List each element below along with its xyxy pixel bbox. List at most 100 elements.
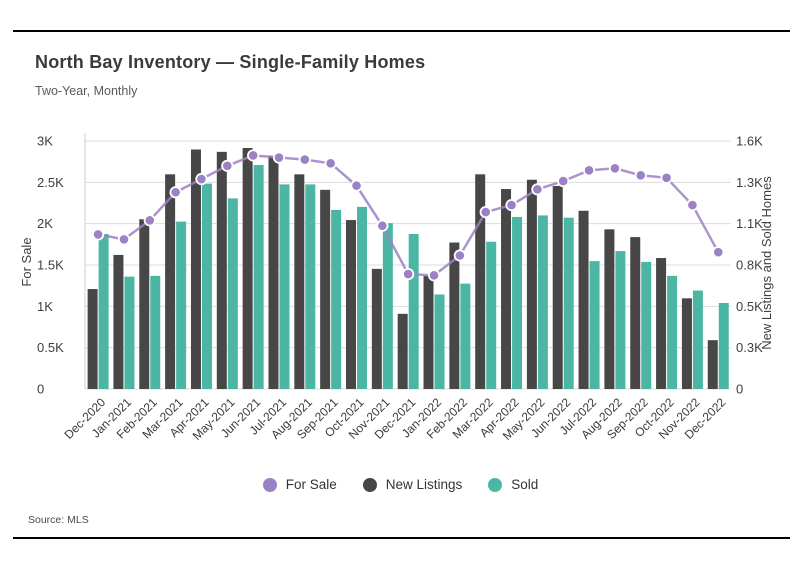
chart-legend: For Sale New Listings Sold xyxy=(0,477,801,492)
for-sale-legend-dot-icon xyxy=(262,477,277,492)
for-sale-point xyxy=(453,249,466,262)
bar-new-listings xyxy=(165,174,176,389)
bar-new-listings xyxy=(87,289,98,389)
for-sale-point xyxy=(686,198,699,212)
bar-sold xyxy=(486,241,497,389)
source-note: Source: MLS xyxy=(28,514,89,526)
chart-subtitle: Two-Year, Monthly xyxy=(35,84,138,98)
bar-new-listings xyxy=(320,189,331,389)
bar-sold xyxy=(305,184,316,389)
bar-sold xyxy=(537,215,548,389)
y-tick-label-right: 0.8K xyxy=(736,258,763,273)
right-axis-title: New Listings and Sold Homes xyxy=(759,176,774,350)
for-sale-point xyxy=(479,205,492,219)
bar-sold xyxy=(201,183,212,389)
y-tick-label-left: 0.5K xyxy=(37,340,64,355)
for-sale-point xyxy=(324,157,337,170)
bar-new-listings xyxy=(423,275,434,389)
y-tick-label-right: 0.3K xyxy=(736,340,763,355)
legend-item-for-sale: For Sale xyxy=(262,477,337,492)
bar-new-listings xyxy=(139,219,150,389)
bar-sold xyxy=(589,261,600,389)
bar-new-listings xyxy=(113,254,124,389)
bar-new-listings xyxy=(268,155,279,389)
legend-label: Sold xyxy=(511,477,539,492)
for-sale-point xyxy=(350,179,363,192)
y-tick-label-left: 3K xyxy=(37,134,53,149)
y-tick-label-left: 2K xyxy=(37,216,53,231)
for-sale-point xyxy=(427,269,441,282)
y-tick-label-left: 1.5K xyxy=(37,258,64,273)
bar-sold xyxy=(279,184,290,389)
bar-sold xyxy=(357,206,367,389)
y-tick-label-right: 0 xyxy=(736,382,743,397)
bar-new-listings xyxy=(552,185,563,389)
bar-new-listings xyxy=(449,242,460,389)
for-sale-point xyxy=(712,246,725,259)
bar-sold xyxy=(434,294,445,389)
bar-sold xyxy=(641,261,652,389)
chart-title: North Bay Inventory — Single-Family Home… xyxy=(35,52,426,72)
for-sale-point xyxy=(557,174,570,188)
bar-new-listings xyxy=(294,174,305,389)
for-sale-point xyxy=(169,186,182,199)
for-sale-point xyxy=(143,214,156,227)
left-axis-title: For Sale xyxy=(19,237,34,286)
bar-new-listings xyxy=(604,229,615,389)
y-tick-label-left: 0 xyxy=(37,382,44,397)
bottom-rule xyxy=(13,537,790,539)
bar-sold xyxy=(563,217,574,389)
legend-item-sold: Sold xyxy=(488,477,538,492)
for-sale-point xyxy=(402,267,415,281)
bar-new-listings xyxy=(630,237,641,389)
bar-new-listings xyxy=(707,340,718,389)
bar-new-listings xyxy=(397,313,408,389)
y-tick-label-left: 1K xyxy=(37,299,53,314)
for-sale-point xyxy=(92,228,105,241)
bar-sold xyxy=(227,198,238,389)
for-sale-point xyxy=(608,162,622,175)
bar-new-listings xyxy=(475,174,486,389)
y-tick-label-right: 1.1K xyxy=(736,216,763,231)
y-tick-label-right: 1.6K xyxy=(736,134,763,149)
bar-new-listings xyxy=(346,220,356,389)
top-rule xyxy=(13,30,790,32)
legend-label: For Sale xyxy=(285,477,337,492)
bar-sold xyxy=(176,221,187,389)
bar-sold xyxy=(124,276,135,389)
bar-sold xyxy=(718,302,729,389)
y-tick-label-right: 1.3K xyxy=(736,175,763,190)
bar-sold xyxy=(382,223,393,389)
bar-sold xyxy=(98,234,109,389)
bar-sold xyxy=(150,275,161,389)
bar-new-listings xyxy=(501,189,512,389)
bar-sold xyxy=(460,283,471,389)
for-sale-point xyxy=(221,159,234,172)
bar-sold xyxy=(408,234,419,389)
for-sale-point xyxy=(660,171,673,184)
bar-new-listings xyxy=(578,210,589,389)
for-sale-point xyxy=(505,198,518,212)
new-listings-legend-dot-icon xyxy=(362,477,377,492)
sold-legend-dot-icon xyxy=(488,477,503,492)
for-sale-point xyxy=(298,153,311,166)
bar-sold xyxy=(253,165,264,389)
for-sale-point xyxy=(582,164,596,177)
legend-label: New Listings xyxy=(385,477,463,492)
bar-new-listings xyxy=(526,179,537,389)
bar-new-listings xyxy=(190,149,201,389)
bar-new-listings xyxy=(371,268,382,389)
bar-new-listings xyxy=(242,147,253,389)
bar-sold xyxy=(512,216,523,389)
for-sale-point xyxy=(634,169,647,182)
y-tick-label-right: 0.5K xyxy=(736,299,763,314)
y-tick-label-left: 2.5K xyxy=(37,175,64,190)
legend-item-new-listings: New Listings xyxy=(362,477,463,492)
bar-sold xyxy=(615,251,626,389)
bar-sold xyxy=(331,209,342,389)
for-sale-point xyxy=(195,172,208,186)
bar-sold xyxy=(667,275,678,389)
for-sale-point xyxy=(531,183,544,196)
